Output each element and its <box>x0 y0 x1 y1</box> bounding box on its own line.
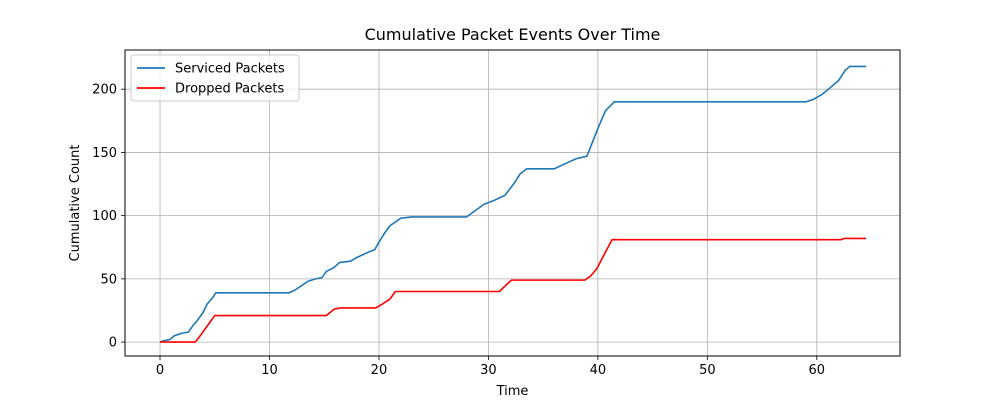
y-tick-label: 150 <box>92 146 117 161</box>
ticks: 0 10 20 30 40 50 60 0 50 100 150 200 <box>92 83 825 378</box>
legend-box <box>130 54 300 102</box>
legend-label: Serviced Packets <box>175 62 285 77</box>
y-tick-label: 0 <box>109 336 117 351</box>
legend-label: Dropped Packets <box>175 82 284 97</box>
series-line-0 <box>159 65 867 343</box>
x-tick-label: 20 <box>371 363 388 378</box>
x-tick-label: 50 <box>699 363 716 378</box>
legend: Serviced Packets Dropped Packets <box>130 54 300 102</box>
y-tick-label: 100 <box>92 209 117 224</box>
chart-title: Cumulative Packet Events Over Time <box>365 25 661 44</box>
x-tick-label: 0 <box>156 363 164 378</box>
x-tick-label: 60 <box>809 363 826 378</box>
series-layer <box>159 65 867 343</box>
y-axis-title: Cumulative Count <box>68 145 83 262</box>
series-line-1 <box>160 237 867 343</box>
x-tick-label: 30 <box>480 363 497 378</box>
x-tick-label: 40 <box>590 363 607 378</box>
y-tick-label: 50 <box>100 272 117 287</box>
x-axis-title: Time <box>496 384 529 399</box>
x-tick-label: 10 <box>261 363 278 378</box>
plot-frame <box>124 49 901 357</box>
y-tick-label: 200 <box>92 83 117 98</box>
